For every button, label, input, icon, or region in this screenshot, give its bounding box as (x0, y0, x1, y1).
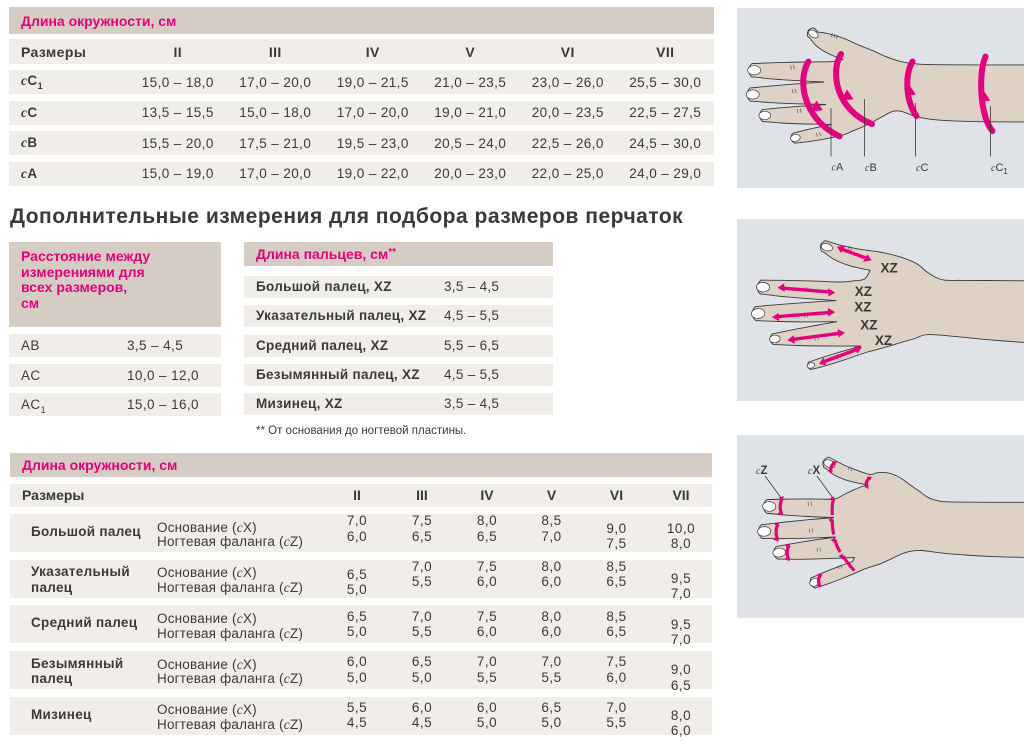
svg-text:cA: cA (832, 162, 844, 174)
svg-text:XZ: XZ (881, 260, 898, 275)
svg-text:XZ: XZ (855, 284, 872, 299)
svg-text:cC1: cC1 (991, 162, 1008, 176)
svg-text:XZ: XZ (860, 318, 877, 333)
svg-text:XZ: XZ (854, 300, 871, 315)
svg-text:XZ: XZ (875, 333, 892, 348)
svg-text:cX: cX (808, 465, 820, 477)
svg-text:cZ: cZ (756, 465, 767, 477)
svg-text:cB: cB (865, 162, 877, 174)
svg-text:cC: cC (916, 162, 928, 174)
